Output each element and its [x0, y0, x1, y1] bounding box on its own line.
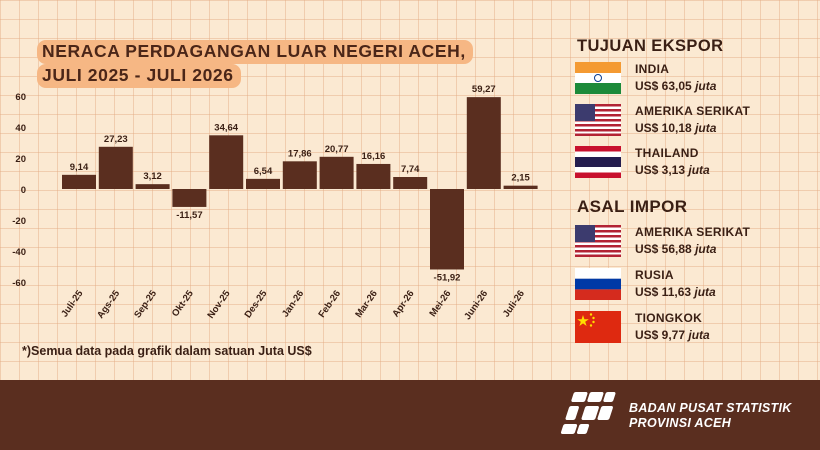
x-tick-label: Sep-25: [132, 288, 159, 320]
x-tick-label: Ags-25: [95, 288, 123, 321]
bps-logo-icon: [556, 386, 620, 447]
trade-value: US$ 9,77 juta: [635, 328, 710, 342]
import-item-russia: RUSIA US$ 11,63 juta: [573, 268, 813, 304]
bar: [209, 135, 244, 189]
trade-value: US$ 56,88 juta: [635, 242, 717, 256]
russia-flag-icon: [575, 268, 621, 300]
bar: [356, 163, 391, 189]
bar: [319, 156, 354, 189]
bar: [466, 97, 501, 189]
bar: [172, 189, 207, 207]
y-tick-label: -20: [12, 216, 26, 227]
data-label: 16,16: [362, 151, 386, 162]
data-label: 34,64: [214, 122, 238, 133]
trade-balance-chart: 60 40 20 0 -20 -40 -60 9,14 Juli-25 27,23 Ags-25 3,…: [12, 84, 538, 322]
country-name: INDIA: [635, 62, 670, 76]
export-heading: TUJUAN EKSPOR: [577, 37, 724, 55]
data-label: 7,74: [401, 164, 420, 175]
bar: [135, 184, 170, 189]
y-tick-label: -60: [12, 278, 26, 289]
x-tick-label: Juni-26: [462, 288, 490, 322]
usa-flag-icon: [575, 104, 621, 136]
data-label: 3,12: [143, 171, 162, 182]
data-label: 2,15: [511, 173, 530, 184]
export-item-thailand: THAILAND US$ 3,13 juta: [573, 146, 813, 182]
trade-value: US$ 3,13 juta: [635, 163, 710, 177]
usa-flag-icon: [575, 225, 621, 257]
import-heading: ASAL IMPOR: [577, 197, 688, 216]
china-flag-icon: [575, 311, 621, 343]
footnote: *)Semua data pada grafik dalam satuan Ju…: [22, 344, 312, 358]
x-tick-label: Mar-26: [353, 288, 380, 319]
org-name-line2: PROVINSI ACEH: [629, 416, 732, 430]
x-tick-label: Feb-26: [316, 288, 343, 319]
bar: [282, 161, 317, 189]
data-label: 6,54: [254, 166, 273, 177]
data-label: 20,77: [325, 144, 349, 155]
bar: [246, 178, 280, 189]
y-tick-label: 20: [15, 154, 26, 165]
data-label: 9,14: [70, 162, 89, 173]
x-tick-label: Juli-26: [501, 288, 527, 319]
x-tick-label: Apr-26: [390, 288, 416, 319]
trade-value: US$ 11,63 juta: [635, 285, 716, 299]
x-tick-label: Jan-26: [280, 288, 306, 319]
org-name-line1: BADAN PUSAT STATISTIK: [629, 401, 792, 415]
country-name: AMERIKA SERIKAT: [635, 225, 751, 239]
y-tick-label: 0: [21, 185, 26, 196]
bar: [98, 146, 133, 189]
bar: [62, 174, 96, 189]
data-label: -51,92: [434, 272, 461, 283]
data-label: 59,27: [472, 84, 496, 95]
export-item-usa: AMERIKA SERIKAT US$ 10,18 juta: [573, 104, 813, 140]
chart-title-line2: JULI 2025 - JULI 2026: [37, 64, 241, 88]
trade-value: US$ 63,05 juta: [635, 79, 717, 93]
y-tick-label: 40: [15, 123, 26, 134]
export-item-india: INDIA US$ 63,05 juta: [573, 62, 813, 98]
data-label: -11,57: [176, 210, 202, 221]
y-tick-label: -40: [12, 247, 26, 258]
x-tick-label: Okt-25: [170, 288, 196, 319]
import-item-china: TIONGKOK US$ 9,77 juta: [573, 311, 813, 347]
country-name: RUSIA: [635, 268, 674, 282]
bar: [430, 189, 464, 270]
thailand-flag-icon: [575, 146, 621, 178]
data-label: 17,86: [288, 148, 312, 159]
x-tick-label: Nov-25: [205, 288, 233, 321]
footer-bar: [0, 380, 820, 450]
x-tick-label: Juli-25: [59, 288, 86, 320]
data-label: 27,23: [104, 134, 128, 145]
x-tick-label: Des-25: [243, 288, 270, 320]
country-name: AMERIKA SERIKAT: [635, 104, 751, 118]
india-flag-icon: [575, 62, 621, 94]
trade-value: US$ 10,18 juta: [635, 121, 717, 135]
bar: [503, 185, 538, 189]
country-name: TIONGKOK: [635, 311, 703, 325]
country-name: THAILAND: [635, 146, 699, 160]
bar: [393, 177, 428, 189]
x-tick-label: Mei-26: [427, 288, 453, 319]
import-item-usa: AMERIKA SERIKAT US$ 56,88 juta: [573, 225, 813, 261]
chart-title-line1: NERACA PERDAGANGAN LUAR NEGERI ACEH,: [37, 40, 473, 64]
y-tick-label: 60: [15, 92, 26, 103]
